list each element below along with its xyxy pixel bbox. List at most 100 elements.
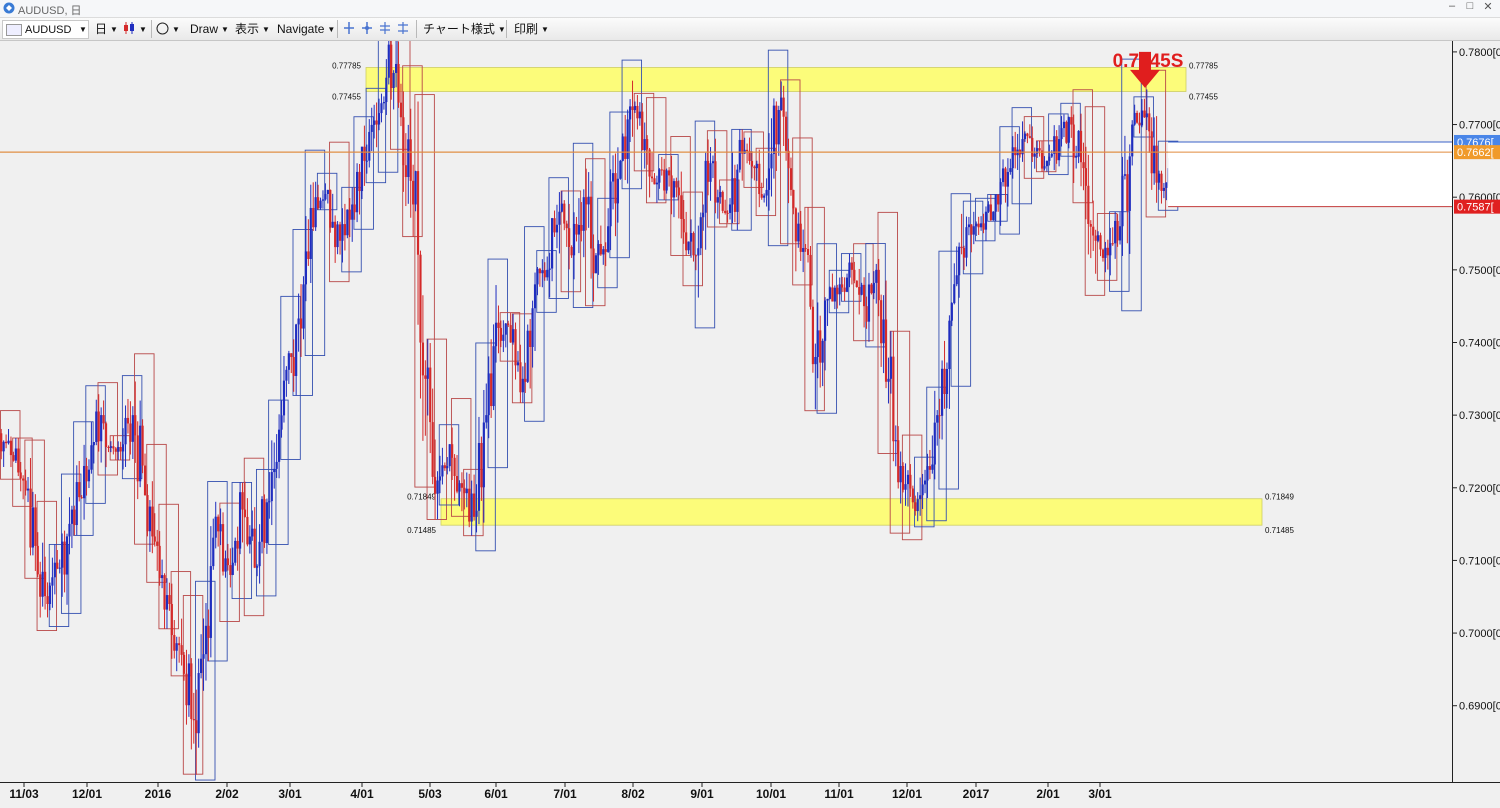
candle-body xyxy=(633,105,637,111)
candle-body xyxy=(789,168,793,190)
chart-type-dropdown[interactable]: ▼ xyxy=(122,21,147,37)
candle-body xyxy=(538,268,542,274)
candle-body xyxy=(248,536,251,545)
candle-body xyxy=(609,181,612,227)
candle-body xyxy=(641,111,644,151)
candle-body xyxy=(370,124,373,132)
chart-style-menu[interactable]: チャート様式 ▼ xyxy=(423,21,506,37)
candle-body xyxy=(909,474,912,489)
range-box xyxy=(1168,141,1452,207)
symbol-selector[interactable]: AUDUSD ▼ xyxy=(2,20,89,39)
candle-body xyxy=(1094,235,1097,241)
candle-body xyxy=(243,509,247,517)
candle-body xyxy=(1009,168,1012,172)
time-axis[interactable]: 11/03 12/01 2016 2/02 3/01 4/01 5/03 6/01 7/01 8/… xyxy=(0,782,1500,803)
candle-body xyxy=(655,182,659,185)
candle-body xyxy=(451,444,454,458)
candle-body xyxy=(12,455,15,461)
candle-body xyxy=(304,251,308,285)
weekly-range-box xyxy=(645,97,667,204)
candle-body xyxy=(499,327,503,341)
view-menu[interactable]: 表示 ▼ xyxy=(235,21,270,37)
candle-body xyxy=(221,524,225,572)
candle-body xyxy=(246,516,249,545)
weekly-range-box xyxy=(475,342,496,552)
close-button[interactable]: ✕ xyxy=(1483,1,1493,13)
print-menu[interactable]: 印刷 ▼ xyxy=(514,21,549,37)
zone-top-label: 0.77785 xyxy=(332,62,361,71)
weekly-range-box xyxy=(353,116,374,230)
candle-body xyxy=(697,248,700,256)
price-chart[interactable]: 0.77785 0.77455 0.77785 0.77455 0.71849 0.714… xyxy=(0,11,1452,782)
candle-body xyxy=(448,444,451,467)
candle-body xyxy=(217,516,220,532)
candle-body xyxy=(182,654,186,674)
candle-body xyxy=(992,211,995,221)
candle-body xyxy=(178,643,181,646)
candle-body xyxy=(1111,243,1114,245)
candle-body xyxy=(845,277,849,292)
minimize-button[interactable]: – xyxy=(1448,0,1456,12)
candle-body xyxy=(95,411,98,443)
zoom-out-icon xyxy=(380,22,390,34)
navigate-menu[interactable]: Navigate ▼ xyxy=(277,21,335,37)
candle-body xyxy=(1031,137,1034,157)
price-axis[interactable]: 0.7800[0 0.7700[0 0.7600[0 0.7500[0 0.7400[0… xyxy=(1452,41,1500,782)
shape-tool-dropdown[interactable]: ▼ xyxy=(156,21,180,37)
weekly-range-box xyxy=(292,229,313,396)
candle-body xyxy=(321,199,325,201)
candle-body xyxy=(1036,148,1039,154)
candle-body xyxy=(112,446,115,449)
candle-body xyxy=(109,446,113,448)
candle-body xyxy=(921,484,924,496)
candle-body xyxy=(975,223,978,227)
candle-body xyxy=(1140,110,1144,126)
candle-body xyxy=(1072,124,1075,158)
candle-body xyxy=(1123,174,1127,176)
candle-body xyxy=(675,181,678,188)
candle-body xyxy=(870,284,873,294)
draw-menu[interactable]: Draw ▼ xyxy=(190,21,229,37)
weekly-range-box xyxy=(487,258,508,469)
weekly-range-box xyxy=(755,147,777,217)
zoom-out-button[interactable] xyxy=(379,21,391,37)
candle-body xyxy=(446,466,449,469)
candle-body xyxy=(441,465,444,477)
candle-body xyxy=(73,509,76,526)
zoom-in-button[interactable] xyxy=(361,21,373,37)
candle-body xyxy=(256,566,259,568)
maximize-button[interactable]: □ xyxy=(1466,0,1474,12)
weekly-range-box xyxy=(743,131,764,188)
candle-body xyxy=(663,169,666,191)
chevron-down-icon: ▼ xyxy=(327,25,336,34)
chart-canvas[interactable]: 0.77785 0.77455 0.77785 0.77455 0.71849 0.714… xyxy=(0,11,1452,782)
weekly-range-box xyxy=(877,211,898,454)
candle-body xyxy=(731,178,734,205)
candle-body xyxy=(443,465,446,469)
candle-body xyxy=(29,488,32,548)
candle-body xyxy=(1040,150,1044,169)
candle-body xyxy=(989,204,992,221)
candle-body xyxy=(699,217,702,249)
auto-scroll-button[interactable] xyxy=(397,21,409,37)
candle-body xyxy=(826,298,829,301)
candle-body xyxy=(855,280,858,288)
candle-body xyxy=(399,102,403,118)
candle-body xyxy=(156,541,159,546)
candle-body xyxy=(121,444,125,452)
candle-body xyxy=(433,476,437,494)
candle-body xyxy=(962,248,966,258)
candle-body xyxy=(597,243,600,256)
x-tick-label: 3/01 xyxy=(278,787,302,801)
candle-body xyxy=(468,488,471,522)
crosshair-button[interactable] xyxy=(343,21,355,37)
candle-body xyxy=(131,415,134,442)
candle-body xyxy=(865,306,868,322)
candle-body xyxy=(979,223,983,228)
candle-body xyxy=(733,178,737,212)
candle-body xyxy=(70,509,74,524)
candle-body xyxy=(204,625,208,655)
candle-body xyxy=(758,163,761,195)
candle-body xyxy=(546,269,549,278)
timeframe-dropdown[interactable]: 日 ▼ xyxy=(95,21,118,37)
